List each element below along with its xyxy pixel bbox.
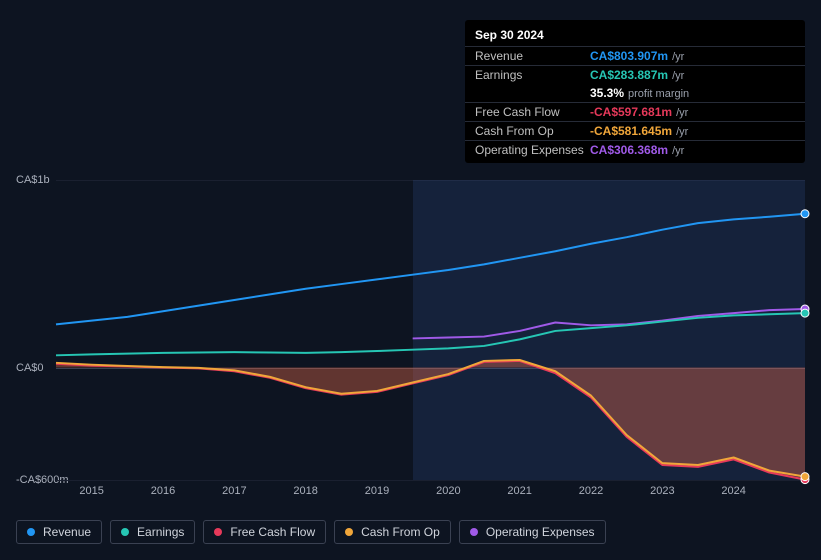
tooltip-row: Free Cash Flow-CA$597.681m/yr (465, 102, 805, 121)
tooltip-label (475, 86, 590, 100)
tooltip-value: -CA$597.681m/yr (590, 105, 795, 119)
legend-label: Operating Expenses (486, 525, 595, 539)
plot-svg (56, 180, 805, 480)
tooltip-value: 35.3%profit margin (590, 86, 795, 100)
x-axis-label: 2018 (293, 485, 317, 497)
legend-dot-icon (470, 528, 478, 536)
plot-area (56, 180, 805, 481)
y-axis-label: CA$0 (16, 362, 44, 374)
legend-item[interactable]: Revenue (16, 520, 102, 544)
x-axis-label: 2023 (650, 485, 674, 497)
tooltip-date: Sep 30 2024 (465, 24, 805, 46)
series-end-marker (801, 210, 809, 218)
x-axis-label: 2020 (436, 485, 460, 497)
tooltip-value: CA$803.907m/yr (590, 49, 795, 63)
legend-item[interactable]: Cash From Op (334, 520, 451, 544)
chart-tooltip: Sep 30 2024 RevenueCA$803.907m/yrEarning… (465, 20, 805, 163)
tooltip-value: CA$283.887m/yr (590, 68, 795, 82)
x-axis-label: 2022 (579, 485, 603, 497)
legend-dot-icon (345, 528, 353, 536)
legend-dot-icon (214, 528, 222, 536)
legend-item[interactable]: Free Cash Flow (203, 520, 326, 544)
tooltip-label: Free Cash Flow (475, 105, 590, 119)
y-axis-label: CA$1b (16, 174, 50, 186)
legend-item[interactable]: Operating Expenses (459, 520, 606, 544)
series-line (413, 309, 805, 338)
legend-label: Cash From Op (361, 525, 440, 539)
x-axis-label: 2015 (79, 485, 103, 497)
tooltip-row: Operating ExpensesCA$306.368m/yr (465, 140, 805, 159)
financial-chart: CA$1bCA$0-CA$600m 2015201620172018201920… (16, 160, 805, 505)
x-axis-label: 2016 (151, 485, 175, 497)
series-end-marker (801, 309, 809, 317)
series-line (56, 214, 805, 325)
tooltip-value: CA$306.368m/yr (590, 143, 795, 157)
series-line (56, 313, 805, 355)
x-axis-label: 2019 (365, 485, 389, 497)
legend-dot-icon (27, 528, 35, 536)
tooltip-label: Operating Expenses (475, 143, 590, 157)
tooltip-value: -CA$581.645m/yr (590, 124, 795, 138)
legend-label: Earnings (137, 525, 184, 539)
tooltip-label: Cash From Op (475, 124, 590, 138)
legend-label: Free Cash Flow (230, 525, 315, 539)
tooltip-row: Cash From Op-CA$581.645m/yr (465, 121, 805, 140)
x-axis-label: 2021 (507, 485, 531, 497)
x-axis-label: 2024 (721, 485, 745, 497)
legend-label: Revenue (43, 525, 91, 539)
tooltip-row: RevenueCA$803.907m/yr (465, 46, 805, 65)
tooltip-label: Revenue (475, 49, 590, 63)
tooltip-row: EarningsCA$283.887m/yr (465, 65, 805, 84)
tooltip-label: Earnings (475, 68, 590, 82)
x-axis-label: 2017 (222, 485, 246, 497)
chart-legend: Revenue Earnings Free Cash Flow Cash From O… (16, 520, 606, 544)
legend-dot-icon (121, 528, 129, 536)
legend-item[interactable]: Earnings (110, 520, 195, 544)
series-end-marker (801, 473, 809, 481)
tooltip-row: 35.3%profit margin (465, 84, 805, 102)
